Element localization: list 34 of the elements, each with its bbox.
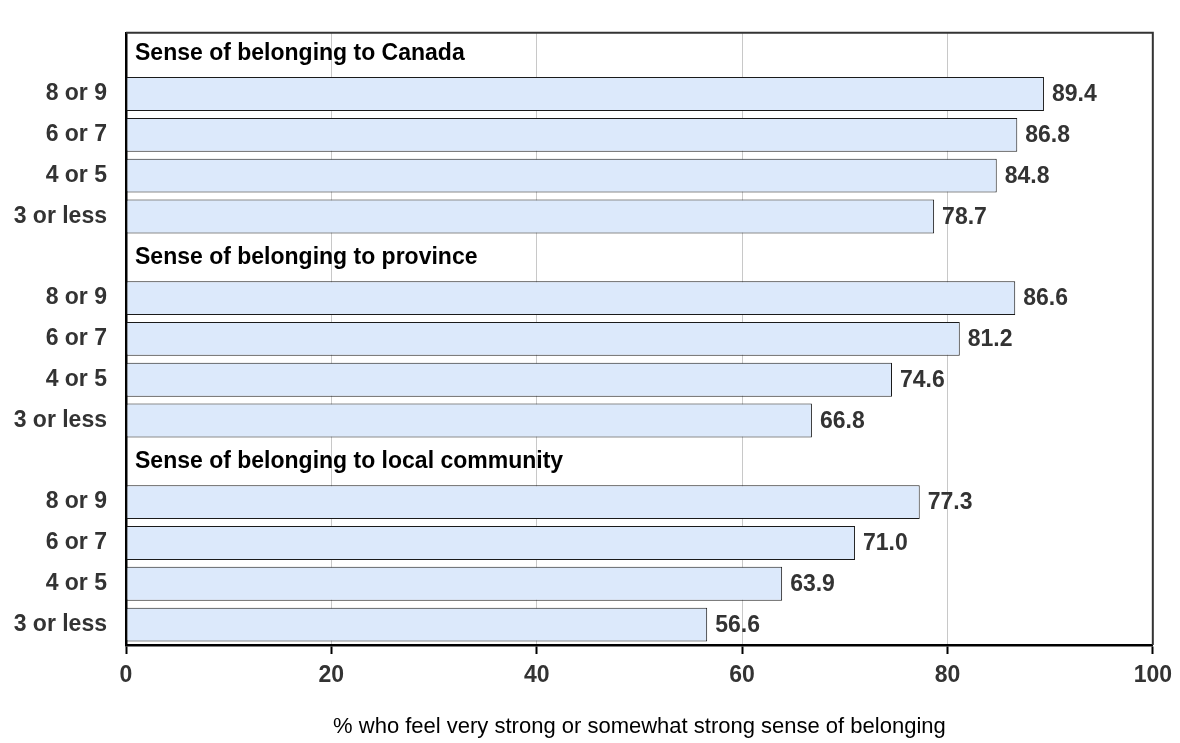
- data-label: 71.0: [863, 529, 908, 556]
- data-label: 89.4: [1051, 80, 1097, 107]
- x-tick-label: 40: [523, 661, 550, 688]
- x-tick-label: 60: [729, 661, 755, 688]
- x-tick-label: 100: [1133, 661, 1172, 688]
- data-label: 63.9: [790, 570, 835, 597]
- annotation: Sense of belonging to local community: [135, 446, 564, 473]
- y-tick-label: 4 or 5: [45, 160, 108, 187]
- y-tick-label: 4 or 5: [45, 569, 108, 596]
- x-tick-label: 0: [119, 661, 133, 688]
- x-tick-label: 80: [934, 661, 961, 688]
- y-tick-label: 3 or less: [13, 405, 107, 432]
- y-tick-label: 8 or 9: [45, 283, 107, 310]
- annotation: Sense of belonging to Canada: [135, 38, 465, 65]
- data-label: 74.6: [900, 366, 945, 393]
- y-tick-label: 4 or 5: [45, 365, 108, 392]
- x-tick-label: 20: [318, 661, 345, 688]
- annotation: Sense of belonging to province: [135, 242, 478, 269]
- y-tick-label: 3 or less: [13, 609, 107, 636]
- y-tick-label: 6 or 7: [45, 324, 107, 351]
- data-label: 86.6: [1023, 284, 1068, 311]
- data-label: 86.8: [1025, 121, 1071, 148]
- y-tick-label: 8 or 9: [45, 487, 107, 514]
- y-tick-label: 6 or 7: [45, 528, 107, 555]
- x-axis-title: % who feel very strong or somewhat strong sense of belonging: [333, 712, 946, 738]
- data-label: 66.8: [819, 406, 865, 433]
- data-label: 81.2: [967, 325, 1013, 352]
- data-label: 84.8: [1004, 161, 1050, 188]
- y-tick-label: 3 or less: [13, 201, 107, 228]
- y-tick-label: 8 or 9: [45, 79, 107, 106]
- data-label: 56.6: [715, 610, 760, 637]
- data-label: 78.7: [942, 202, 987, 229]
- y-tick-label: 6 or 7: [45, 120, 107, 147]
- data-label: 77.3: [927, 488, 973, 515]
